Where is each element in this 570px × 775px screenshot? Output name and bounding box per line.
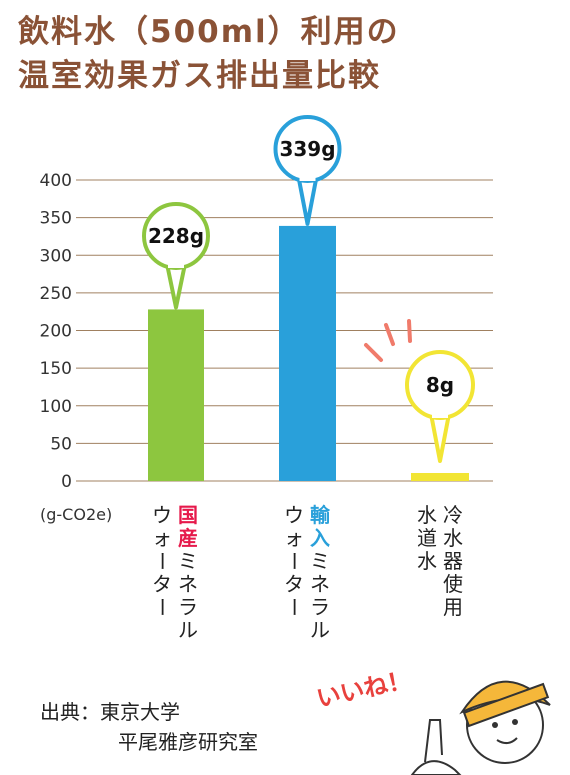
y-axis-unit-label: (g-CO2e) <box>40 505 112 524</box>
callout-tail <box>165 263 187 310</box>
mascot-hat-band <box>462 682 550 728</box>
category-label-char: タ <box>152 572 172 596</box>
title-line-2: 温室効果ガス排出量比較 <box>18 58 381 94</box>
callout-joint <box>299 173 316 181</box>
source-line-2: 平尾雅彦研究室 <box>118 730 258 754</box>
y-tick-label: 250 <box>40 284 72 304</box>
category-label-char: 水 <box>417 549 437 573</box>
callout-tail <box>429 413 451 463</box>
category-label-char: ラ <box>310 595 330 619</box>
data-label: 8g <box>426 373 454 397</box>
category-label-char: ミ <box>178 549 198 573</box>
category-label-char: 冷 <box>443 503 463 527</box>
emphasis-mark <box>384 323 395 346</box>
bar <box>148 309 204 481</box>
emphasis-mark <box>364 343 383 362</box>
source-credit: 出典：東京大学 平尾雅彦研究室 <box>40 697 258 757</box>
category-label-char: タ <box>284 572 304 596</box>
bar <box>279 225 336 481</box>
category-label-char: 用 <box>443 595 463 619</box>
category-label-char: ー <box>150 551 174 571</box>
mascot-eye <box>492 722 498 728</box>
chart-title: 飲料水（500ml）利用の 温室効果ガス排出量比較 <box>18 10 558 98</box>
category-label-char: ラ <box>178 595 198 619</box>
y-tick-label: 400 <box>40 171 72 191</box>
category-label-char: ウ <box>152 503 172 527</box>
category-label-char: ネ <box>310 572 330 596</box>
category-label-char: 道 <box>417 526 437 550</box>
title-line-1: 飲料水（500ml）利用の <box>18 14 400 50</box>
callout-joint <box>168 260 184 268</box>
y-tick-label: 200 <box>40 322 72 342</box>
data-label: 339g <box>279 137 335 161</box>
category-label-char: ミ <box>310 549 330 573</box>
y-tick-label: 50 <box>50 434 72 454</box>
y-tick-label: 150 <box>40 359 72 379</box>
category-label-char: ル <box>310 618 330 642</box>
mascot-finger <box>424 719 443 763</box>
category-label-char: 使 <box>443 572 463 596</box>
category-label-char: ネ <box>178 572 198 596</box>
y-tick-label: 300 <box>40 246 72 266</box>
emphasis-mark <box>407 319 412 343</box>
category-label-char: ー <box>150 597 174 617</box>
category-label-char: ォ <box>152 526 172 550</box>
mascot-mouth <box>496 737 518 744</box>
category-label-char: 水 <box>443 526 463 550</box>
category-label-char: 国 <box>178 503 198 527</box>
category-label-char: ル <box>178 618 198 642</box>
category-label-char: 器 <box>443 549 463 573</box>
category-label-char: ウ <box>284 503 304 527</box>
callout-tail <box>296 176 319 226</box>
data-label: 228g <box>148 224 204 248</box>
category-label-char: 水 <box>417 503 437 527</box>
praise-badge: いいね！ <box>314 665 414 712</box>
callout-joint <box>432 410 448 418</box>
y-tick-label: 100 <box>40 397 72 417</box>
category-label-char: ー <box>282 551 306 571</box>
category-label-char: 輸 <box>310 503 331 527</box>
source-line-1: 出典：東京大学 <box>40 700 180 724</box>
mascot-eye <box>512 719 518 725</box>
category-label-char: ォ <box>284 526 304 550</box>
mascot-hand <box>410 760 462 775</box>
bar <box>411 473 469 481</box>
category-label-char: 産 <box>178 526 198 550</box>
category-label-char: 入 <box>310 526 330 550</box>
y-tick-label: 350 <box>40 209 72 229</box>
y-tick-label: 0 <box>61 472 72 492</box>
category-label-char: ー <box>282 597 306 617</box>
